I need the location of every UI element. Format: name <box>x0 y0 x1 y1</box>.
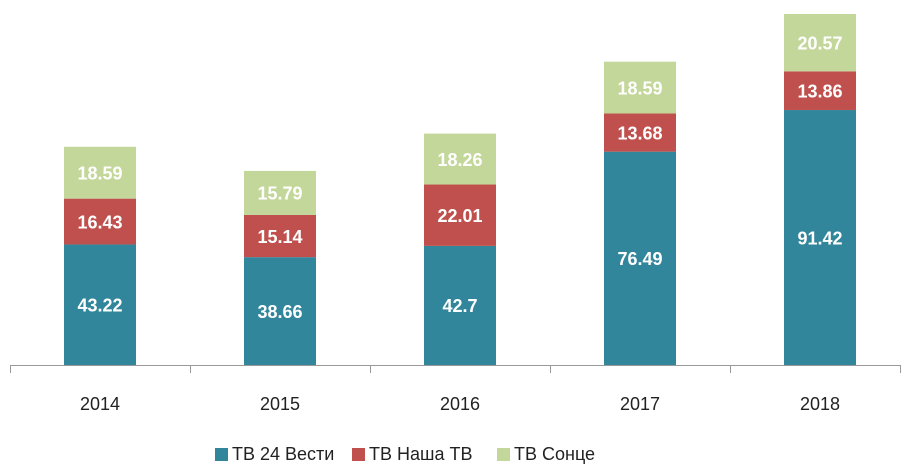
value-label: 43.22 <box>77 295 122 315</box>
value-label: 18.59 <box>77 163 122 183</box>
bar-segment <box>604 61 676 114</box>
x-tick-label: 2017 <box>620 394 660 414</box>
bar-segment <box>64 244 136 365</box>
value-label: 16.43 <box>77 212 122 232</box>
value-label: 76.49 <box>617 249 662 269</box>
legend-label: ТВ 24 Вести <box>232 444 334 464</box>
bar-segment <box>244 257 316 365</box>
bar-segment <box>784 71 856 111</box>
value-label: 15.79 <box>257 184 302 204</box>
x-tick-label: 2016 <box>440 394 480 414</box>
value-label: 13.86 <box>797 81 842 101</box>
legend-swatch <box>497 448 510 461</box>
legend-label: ТВ Сонце <box>514 444 595 464</box>
bar-segment <box>424 133 496 185</box>
x-tick-label: 2015 <box>260 394 300 414</box>
bar-segment <box>64 146 136 199</box>
value-label: 42.7 <box>442 296 477 316</box>
legend-swatch <box>215 448 228 461</box>
bar-segment <box>64 198 136 245</box>
bar-segment <box>244 214 316 258</box>
legend-label: ТВ Наша ТВ <box>369 444 472 464</box>
value-label: 22.01 <box>437 206 482 226</box>
value-label: 15.14 <box>257 227 302 247</box>
legend-swatch <box>352 448 365 461</box>
value-label: 13.68 <box>617 123 662 143</box>
bar-segment <box>424 184 496 246</box>
value-label: 20.57 <box>797 33 842 53</box>
bar-segment <box>784 14 856 72</box>
x-tick-label: 2014 <box>80 394 120 414</box>
value-label: 18.26 <box>437 150 482 170</box>
bar-segment <box>424 245 496 365</box>
bar-segment <box>604 151 676 365</box>
value-label: 91.42 <box>797 228 842 248</box>
bar-segment <box>244 170 316 215</box>
x-tick-label: 2018 <box>800 394 840 414</box>
value-label: 18.59 <box>617 78 662 98</box>
bar-segment <box>604 113 676 152</box>
bar-segment <box>784 110 856 365</box>
value-label: 38.66 <box>257 302 302 322</box>
